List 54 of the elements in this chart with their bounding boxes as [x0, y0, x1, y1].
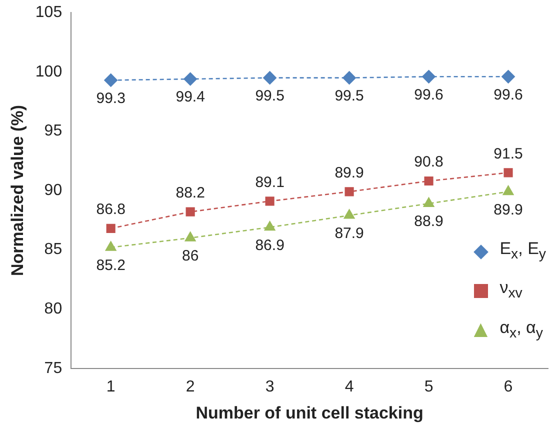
x-tick-label: 4 — [344, 378, 354, 396]
data-label: 91.5 — [494, 145, 523, 162]
data-label: 88.9 — [414, 213, 444, 230]
data-label: 99.5 — [334, 87, 364, 104]
y-tick-label: 100 — [35, 63, 62, 80]
point — [342, 71, 356, 84]
point — [424, 176, 434, 186]
x-tick-label: 6 — [504, 378, 513, 396]
data-label: 89.9 — [334, 164, 364, 182]
point — [502, 70, 515, 84]
point — [104, 74, 118, 87]
y-tick-label: 105 — [35, 4, 62, 22]
x-axis-title: Number of unit cell stacking — [196, 403, 424, 422]
point — [265, 196, 274, 206]
point — [264, 221, 276, 231]
point — [504, 168, 513, 178]
data-label: 99.4 — [176, 88, 205, 106]
point — [184, 72, 197, 86]
point — [344, 187, 354, 196]
y-tick-label: 95 — [44, 122, 62, 140]
point — [184, 232, 196, 242]
y-tick-label: 85 — [44, 241, 62, 258]
point — [263, 71, 276, 84]
y-tick-label: 75 — [44, 360, 62, 377]
y-tick-label: 80 — [44, 300, 62, 318]
legend-label: E$_{x}$, E$_{y}$ — [500, 238, 546, 264]
x-tick-label: 2 — [186, 378, 195, 396]
point — [344, 209, 355, 219]
data-label: 86.8 — [96, 201, 126, 218]
point — [422, 70, 436, 84]
point — [502, 186, 514, 196]
data-label: 99.5 — [255, 87, 284, 104]
x-tick-label: 1 — [106, 378, 116, 396]
point — [106, 224, 116, 233]
point — [105, 241, 116, 251]
data-label: 99.6 — [494, 86, 523, 104]
y-tick-label: 90 — [44, 182, 62, 199]
data-label: 99.6 — [414, 86, 444, 104]
x-tick-label: 3 — [265, 378, 274, 396]
legend-label: α$_{x}$, α$_{y}$ — [500, 316, 543, 343]
y-axis-title: Normalized value (%) — [8, 105, 27, 276]
data-label: 85.2 — [96, 257, 126, 274]
data-label: 86.9 — [255, 236, 284, 254]
legend-label: ν$_{xv}$ — [500, 277, 522, 304]
data-label: 99.3 — [96, 90, 126, 107]
data-label: 89.9 — [494, 201, 523, 218]
data-label: 89.1 — [255, 174, 284, 191]
data-label: 87.9 — [334, 225, 364, 242]
point — [186, 207, 195, 216]
x-tick-label: 5 — [424, 378, 434, 396]
data-label: 88.2 — [176, 184, 205, 202]
point — [423, 197, 434, 207]
data-label: 86 — [182, 248, 199, 265]
data-label: 90.8 — [414, 154, 444, 171]
